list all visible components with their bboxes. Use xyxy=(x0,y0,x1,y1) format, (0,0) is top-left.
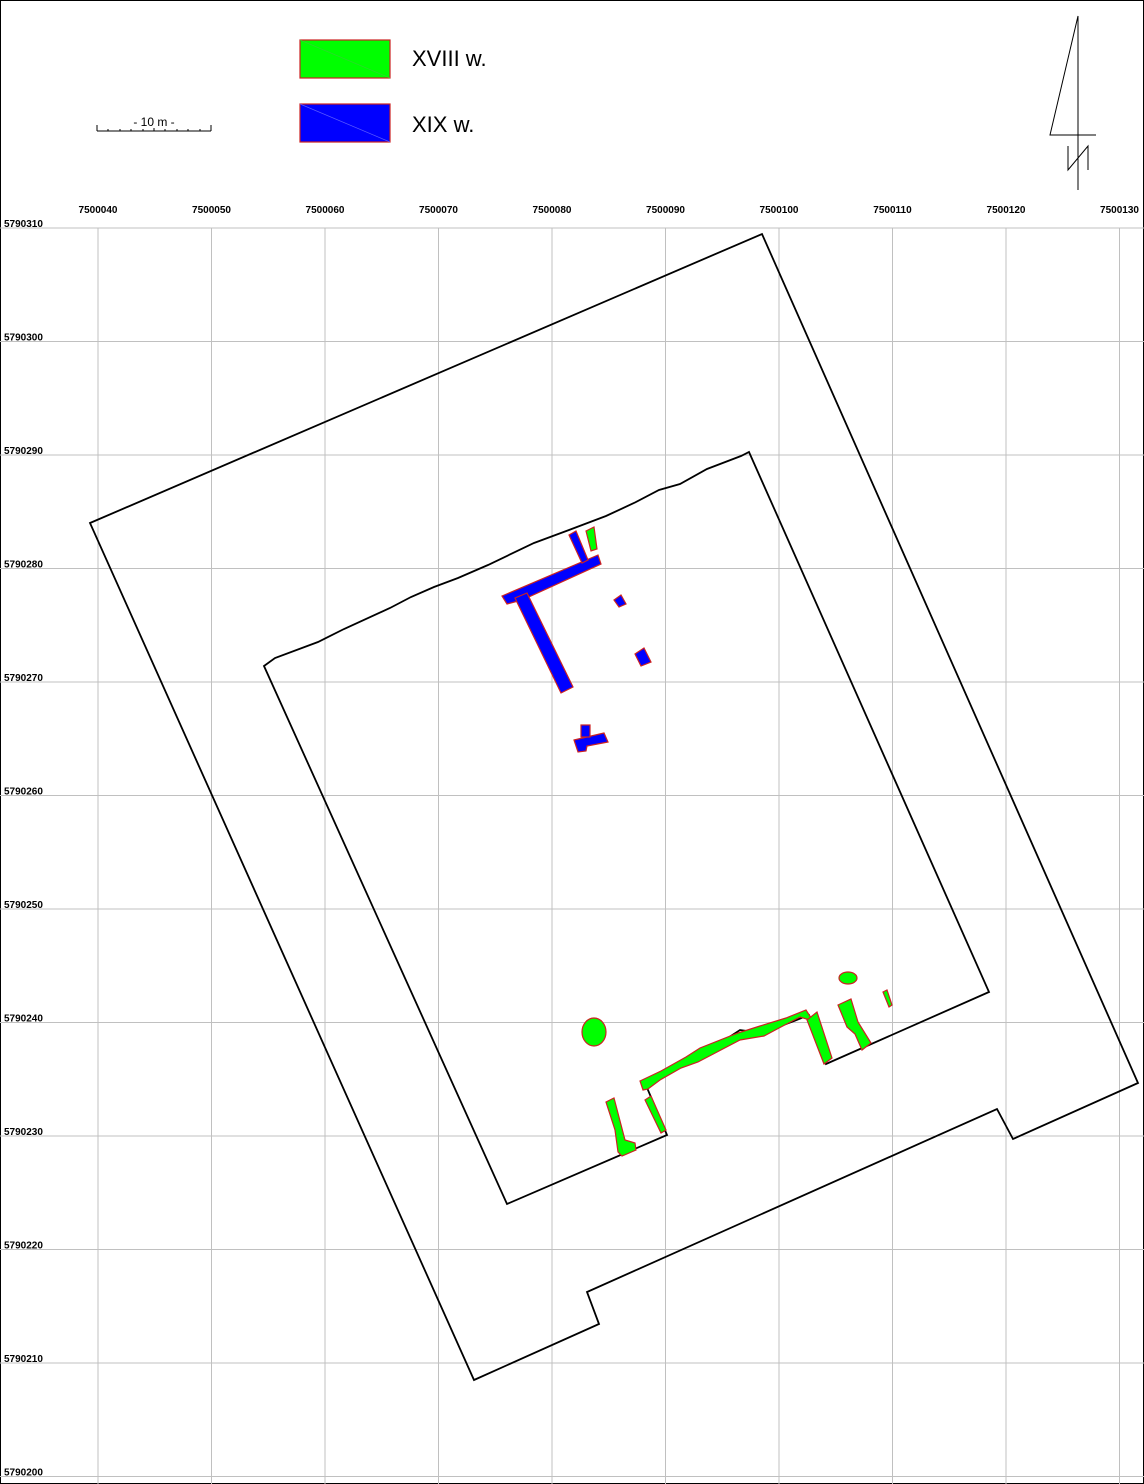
xviii-lower-mid xyxy=(644,1095,667,1134)
xviii-long-wall xyxy=(639,1009,815,1091)
x-tick-label: 7500040 xyxy=(79,205,118,216)
x-tick-label: 7500060 xyxy=(306,205,345,216)
xix-small-block-1 xyxy=(613,594,627,608)
xix-wall-diagonal xyxy=(514,592,574,694)
x-tick-labels: 7500040 7500050 7500060 7500070 7500080 75000… xyxy=(79,205,1140,216)
y-tick-label: 5790250 xyxy=(4,900,43,911)
y-tick-label: 5790270 xyxy=(4,673,43,684)
north-arrow-icon xyxy=(1049,15,1096,190)
y-tick-label: 5790300 xyxy=(4,333,43,344)
xviii-edge-strip xyxy=(806,1010,833,1065)
y-tick-label: 5790290 xyxy=(4,446,43,457)
x-tick-label: 7500100 xyxy=(760,205,799,216)
x-tick-label: 7500110 xyxy=(873,205,912,216)
y-tick-label: 5790200 xyxy=(4,1468,43,1479)
y-tick-label: 5790260 xyxy=(4,787,43,798)
outer-boundary xyxy=(88,232,1140,1382)
coordinate-grid xyxy=(0,227,1144,1484)
y-tick-label: 5790240 xyxy=(4,1014,43,1025)
xix-t-feature xyxy=(573,732,609,753)
legend-label-xviii: XVIII w. xyxy=(412,46,487,71)
xix-features xyxy=(501,530,652,753)
xix-wall-vertical-top xyxy=(568,530,589,564)
y-tick-label: 5790230 xyxy=(4,1127,43,1138)
inner-trench-boundary xyxy=(262,450,991,1206)
y-tick-label: 5790280 xyxy=(4,560,43,571)
xviii-right-pillar xyxy=(837,998,872,1051)
y-tick-label: 5790220 xyxy=(4,1241,43,1252)
x-tick-label: 7500080 xyxy=(533,205,572,216)
xviii-lower-left xyxy=(605,1097,637,1157)
xviii-features xyxy=(581,526,893,1157)
x-tick-label: 7500120 xyxy=(987,205,1026,216)
y-tick-label: 5790210 xyxy=(4,1354,43,1365)
xviii-small-oval xyxy=(838,971,858,985)
x-tick-label: 7500130 xyxy=(1100,205,1139,216)
y-tick-labels: 5790310 5790300 5790290 5790280 5790270 57902… xyxy=(4,219,43,1479)
legend-label-xix: XIX w. xyxy=(412,112,475,137)
xviii-small-top xyxy=(585,526,598,552)
xviii-round-feature xyxy=(581,1017,607,1047)
xix-small-block-2 xyxy=(634,647,652,667)
y-tick-label: 5790310 xyxy=(4,219,43,230)
xviii-tiny-right xyxy=(882,989,893,1008)
xix-t-stem xyxy=(580,724,591,738)
x-tick-label: 7500070 xyxy=(419,205,458,216)
x-tick-label: 7500050 xyxy=(192,205,231,216)
x-tick-label: 7500090 xyxy=(646,205,685,216)
scale-bar-label: - 10 m - xyxy=(133,115,174,129)
scale-bar xyxy=(96,125,212,132)
